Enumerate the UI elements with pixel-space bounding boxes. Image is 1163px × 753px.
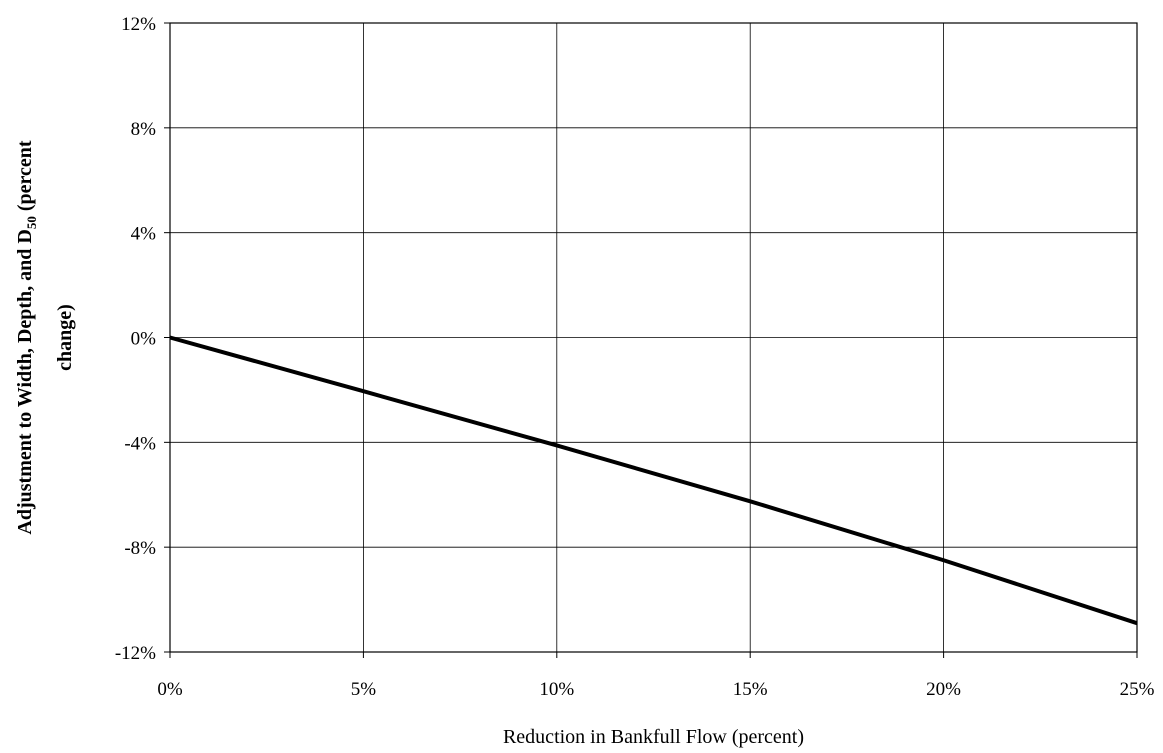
y-tick-label: 4% xyxy=(131,224,157,245)
x-tick-label: 15% xyxy=(733,679,768,700)
y-axis-title-text: Adjustment to Width, Depth, and D xyxy=(14,229,36,534)
series-line xyxy=(169,335,1138,626)
x-tick-label: 25% xyxy=(1120,679,1155,700)
x-axis-title: Reduction in Bankfull Flow (percent) xyxy=(503,726,804,748)
y-tick-label: -4% xyxy=(124,433,156,454)
y-tick-label: 8% xyxy=(131,119,157,140)
y-tick-label: -8% xyxy=(124,538,156,559)
y-tick-label: 0% xyxy=(131,329,157,350)
x-tick-label: 10% xyxy=(539,679,574,700)
y-axis-title-line2: change) xyxy=(54,304,76,371)
x-tick-labels: 0% 5% 10% 15% 20% 25% xyxy=(157,679,1154,700)
series xyxy=(169,335,1138,626)
grid xyxy=(164,22,1138,658)
y-axis-title-subscript: 50 xyxy=(24,216,39,229)
x-tick-label: 5% xyxy=(351,679,377,700)
y-tick-label: 12% xyxy=(121,14,156,35)
y-axis-title-text-end: (percent xyxy=(14,140,36,216)
y-tick-label: -12% xyxy=(115,643,156,664)
y-axis-title-line1: Adjustment to Width, Depth, and D50 (per… xyxy=(14,140,39,534)
y-tick-labels: 12% 8% 4% 0% -4% -8% -12% xyxy=(115,14,156,664)
x-tick-label: 0% xyxy=(157,679,183,700)
x-tick-label: 20% xyxy=(926,679,961,700)
